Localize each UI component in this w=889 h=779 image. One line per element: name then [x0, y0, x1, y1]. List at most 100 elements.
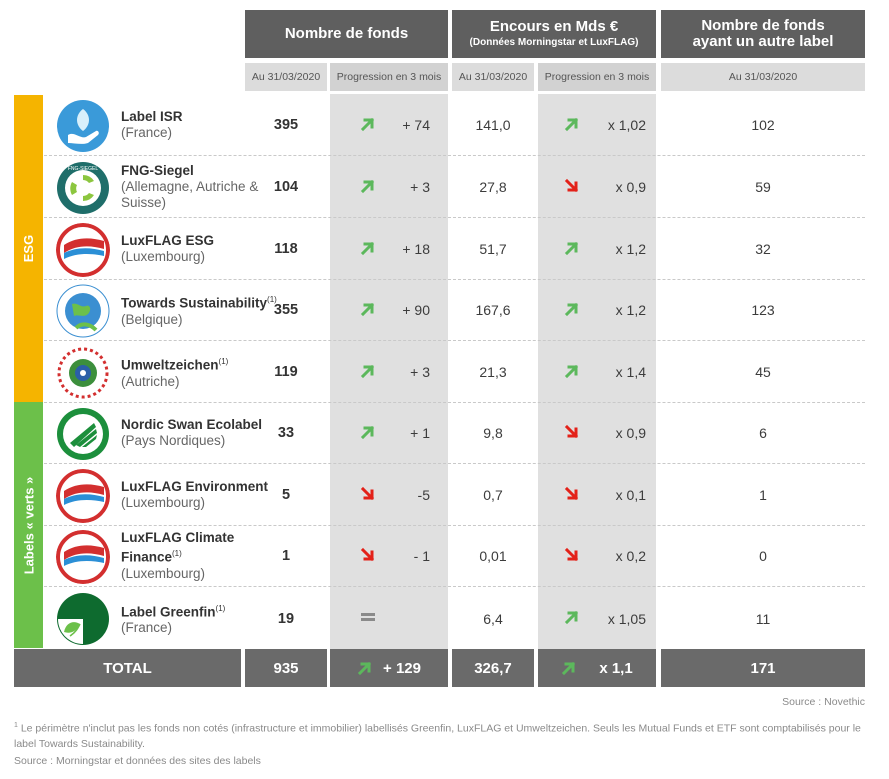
- subheader-aum-progress: Progression en 3 mois: [538, 63, 656, 91]
- aum-progress-value: x 1,4: [615, 364, 646, 380]
- arrow-up-icon: [562, 661, 576, 676]
- label-name: FNG-Siegel: [121, 163, 286, 179]
- funds-count: 19: [277, 610, 295, 627]
- funds-progress: + 18: [330, 219, 448, 279]
- other-label-count: 59: [755, 179, 771, 195]
- funds-progress-value: + 1: [410, 425, 430, 441]
- arrow-down-icon: [360, 486, 375, 500]
- header-aum: Encours en Mds € (Données Morningstar et…: [452, 10, 656, 58]
- header-funds-label: Nombre de fonds: [284, 25, 409, 42]
- label-name-cell: LuxFLAG Climate Finance(1) (Luxembourg): [121, 526, 286, 586]
- arrow-up-icon: [357, 661, 372, 676]
- label-name-cell: Label Greenfin(1) (France): [121, 588, 286, 649]
- label-name: LuxFLAG ESG: [121, 233, 286, 249]
- label-country: (Luxembourg): [121, 249, 206, 264]
- aum-value: 27,8: [479, 179, 507, 195]
- arrow-up-icon: [360, 241, 375, 255]
- footnote-ref: (1): [218, 357, 229, 367]
- label-name-text: Towards Sustainability: [121, 295, 268, 311]
- green-side-label: Labels « verts »: [21, 476, 36, 574]
- aum-value: 21,3: [479, 364, 507, 380]
- funds-progress: -5: [330, 465, 448, 525]
- header-other-line2: ayant un autre label: [692, 33, 834, 50]
- aum-value: 141,0: [475, 117, 511, 133]
- aum-progress-value: x 1,2: [615, 302, 646, 318]
- label-name: Umweltzeichen(1): [121, 354, 286, 374]
- greenfin-icon: [56, 592, 110, 646]
- aum-progress: x 0,9: [538, 157, 656, 217]
- label-name-cell: Nordic Swan Ecolabel (Pays Nordiques): [121, 403, 286, 463]
- table-row: Nordic Swan Ecolabel (Pays Nordiques) 33 + …: [44, 403, 865, 464]
- arrow-up-icon: [360, 179, 375, 193]
- luxflag-icon: [56, 529, 110, 584]
- aum-value: 167,6: [475, 302, 511, 318]
- footnote: 1 Le périmètre n'inclut pas les fonds no…: [14, 718, 869, 752]
- aum-value: 0,7: [483, 487, 503, 503]
- funds-progress-value: + 90: [402, 302, 430, 318]
- funds-progress: + 3: [330, 157, 448, 217]
- aum-progress: x 1,2: [538, 280, 656, 340]
- other-label-count: 102: [751, 117, 775, 133]
- swan-icon: [56, 407, 110, 461]
- funds-progress: + 3: [330, 342, 448, 402]
- subheader-other-date: Au 31/03/2020: [661, 63, 865, 91]
- other-label-count: 1: [759, 487, 767, 503]
- aum-progress-value: x 0,9: [615, 425, 646, 441]
- funds-progress-value: + 18: [402, 241, 430, 257]
- funds-count: 118: [274, 241, 298, 257]
- subheader-funds-progress: Progression en 3 mois: [330, 63, 448, 91]
- source-morningstar: Source : Morningstar et données des site…: [14, 755, 261, 767]
- funds-count: 5: [281, 487, 291, 503]
- aum-progress-value: x 1,02: [607, 117, 646, 133]
- arrow-up-icon: [564, 364, 579, 378]
- funds-progress-value: + 3: [410, 364, 430, 380]
- label-name-cell: Umweltzeichen(1) (Autriche): [121, 342, 286, 402]
- funds-progress-value: -5: [417, 487, 430, 503]
- table-row: Label Greenfin(1) (France) 19 6,4 x 1,05 11: [44, 588, 865, 649]
- label-country: (France): [121, 125, 173, 140]
- label-country: (Autriche): [121, 373, 180, 389]
- funds-progress: + 90: [330, 280, 448, 340]
- funds-count: 119: [274, 364, 298, 380]
- esg-side-label: ESG: [21, 234, 36, 263]
- fng-icon: FNG-SIEGEL: [56, 161, 110, 215]
- svg-text:FNG-SIEGEL: FNG-SIEGEL: [68, 166, 99, 172]
- header-funds: Nombre de fonds: [245, 10, 448, 58]
- arrow-down-icon: [564, 547, 579, 561]
- table-row: Umweltzeichen(1) (Autriche) 119 + 3 21,3 x 1,…: [44, 342, 865, 403]
- aum-progress-value: x 0,9: [615, 179, 646, 195]
- label-name-cell: Towards Sustainability(1) (Belgique): [121, 280, 286, 340]
- arrow-down-icon: [564, 178, 579, 192]
- other-label-count: 123: [751, 302, 775, 318]
- funds-progress-value: - 1: [413, 548, 430, 564]
- arrow-down-icon: [564, 424, 579, 438]
- total-funds: 935: [273, 659, 299, 677]
- aum-value: 0,01: [479, 548, 507, 564]
- other-label-count: 32: [755, 241, 771, 257]
- total-other-cell: 171: [661, 649, 865, 687]
- funds-count: 1: [281, 548, 291, 564]
- table-row: Label ISR (France) 395 + 74 141,0 x 1,02 102: [44, 95, 865, 156]
- footnote-ref: (1): [172, 549, 182, 559]
- arrow-up-icon: [564, 610, 579, 625]
- total-other: 171: [750, 659, 776, 677]
- aum-progress: x 0,2: [538, 526, 656, 586]
- aum-value: 9,8: [483, 425, 503, 441]
- table-row: Towards Sustainability(1) (Belgique) 355 + …: [44, 280, 865, 341]
- aum-progress-column: [538, 94, 656, 649]
- isr-hand-icon: [56, 99, 110, 153]
- luxflag-icon: [56, 222, 110, 277]
- arrow-up-icon: [360, 117, 375, 131]
- funds-progress: + 74: [330, 95, 448, 155]
- arrow-down-icon: [564, 486, 579, 500]
- label-country: (Allemagne, Autriche & Suisse): [121, 179, 259, 210]
- funds-progress: [330, 588, 448, 649]
- label-name-text: Nordic Swan Ecolabel: [121, 417, 263, 432]
- funds-count: 33: [277, 425, 295, 441]
- footnote-ref: (1): [215, 603, 226, 613]
- umweltzeichen-icon: [56, 346, 110, 400]
- equal-icon: [361, 613, 375, 621]
- arrow-up-icon: [564, 117, 579, 131]
- header-aum-sublabel: (Données Morningstar et LuxFLAG): [469, 37, 639, 48]
- header-other-label: Nombre de fonds ayant un autre label: [661, 10, 865, 58]
